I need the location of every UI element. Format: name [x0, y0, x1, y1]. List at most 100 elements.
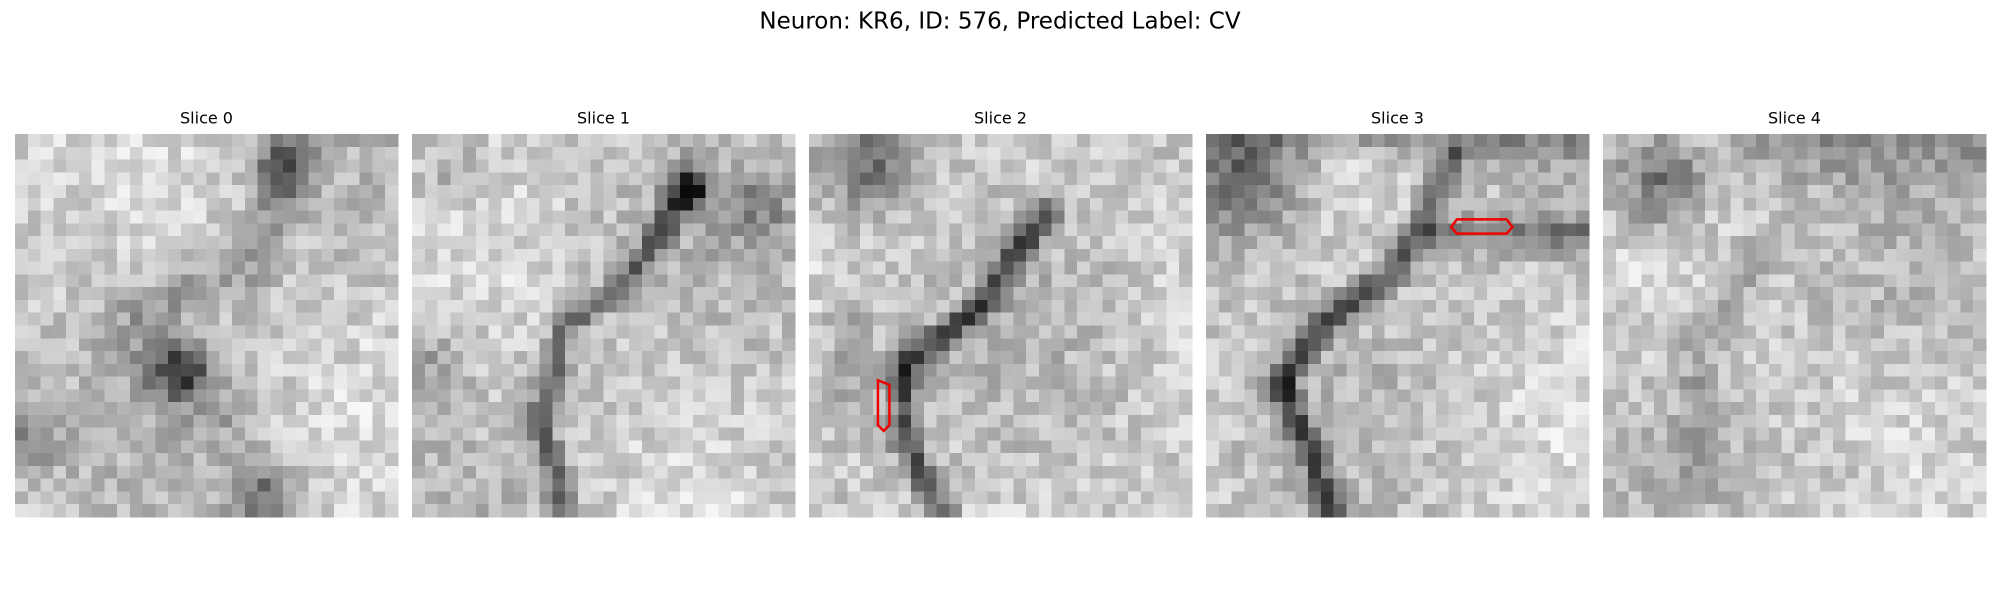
pixel: [1525, 414, 1539, 429]
pixel: [501, 299, 515, 314]
pixel: [463, 504, 477, 518]
pixel: [1371, 389, 1386, 403]
pixel: [1499, 274, 1513, 288]
pixel: [1384, 414, 1398, 429]
pixel: [129, 287, 144, 301]
pixel: [1717, 185, 1732, 199]
pixel: [1013, 414, 1027, 429]
pixel: [1537, 299, 1552, 314]
pixel: [232, 491, 246, 505]
pixel: [104, 185, 118, 199]
pixel: [1768, 351, 1783, 365]
pixel: [1820, 478, 1834, 492]
pixel: [193, 389, 207, 403]
pixel: [463, 453, 477, 467]
pixel: [1730, 414, 1744, 429]
pixel: [1384, 146, 1398, 161]
pixel: [1576, 223, 1590, 237]
pixel: [1705, 491, 1719, 505]
pixel: [1359, 134, 1373, 148]
pixel: [1282, 389, 1296, 403]
pixel: [705, 223, 719, 237]
pixel: [27, 427, 42, 441]
pixel: [1461, 325, 1475, 339]
pixel: [412, 389, 426, 403]
pixel: [911, 427, 925, 441]
pixel: [180, 261, 195, 275]
pixel: [1960, 248, 1974, 263]
pixel: [654, 248, 668, 263]
pixel: [872, 312, 887, 326]
pixel: [1807, 185, 1821, 199]
pixel: [450, 299, 464, 314]
pixel: [219, 363, 233, 378]
pixel: [1231, 210, 1245, 224]
pixel: [244, 363, 259, 378]
pixel: [1295, 414, 1309, 429]
pixel: [463, 172, 477, 186]
pixel: [590, 287, 604, 301]
pixel: [1666, 159, 1681, 173]
pixel: [1486, 414, 1501, 429]
pixel: [809, 172, 823, 186]
pixel: [1871, 146, 1885, 161]
pixel: [821, 185, 836, 199]
pixel: [1166, 427, 1180, 441]
pixel: [193, 287, 207, 301]
pixel: [155, 312, 169, 326]
pixel: [565, 414, 579, 429]
pixel: [1038, 389, 1053, 403]
pixel: [1794, 363, 1808, 378]
pixel: [680, 223, 694, 237]
pixel: [692, 351, 707, 365]
pixel: [1474, 465, 1488, 480]
pixel: [526, 236, 541, 250]
pixel: [1038, 261, 1053, 275]
pixel: [1909, 465, 1923, 480]
pixel: [641, 338, 656, 352]
pixel: [412, 338, 426, 352]
pixel: [923, 197, 938, 212]
pixel: [1628, 312, 1642, 326]
pixel: [193, 172, 207, 186]
pixel: [769, 210, 783, 224]
pixel: [1295, 223, 1309, 237]
pixel: [1563, 389, 1577, 403]
pixel: [372, 159, 386, 173]
pixel: [1410, 248, 1424, 263]
pixel: [1730, 287, 1744, 301]
pixel: [1512, 287, 1526, 301]
pixel: [1474, 312, 1488, 326]
pixel: [1654, 363, 1668, 378]
pixel: [1448, 185, 1462, 199]
pixel: [1064, 491, 1078, 505]
pixel: [1563, 236, 1577, 250]
pixel: [629, 172, 643, 186]
pixel: [936, 453, 950, 467]
pixel: [629, 197, 643, 212]
pixel: [1794, 248, 1808, 263]
pixel: [1909, 287, 1923, 301]
pixel: [616, 261, 630, 275]
pixel: [1717, 159, 1732, 173]
pixel: [1537, 146, 1552, 161]
pixel: [1666, 185, 1681, 199]
pixel: [1244, 312, 1258, 326]
pixel: [1448, 248, 1462, 263]
pixel: [514, 491, 528, 505]
pixel: [1013, 453, 1027, 467]
pixel: [1051, 134, 1065, 148]
pixel: [756, 414, 770, 429]
pixel: [1794, 491, 1808, 505]
pixel: [1654, 338, 1668, 352]
pixel: [680, 185, 694, 199]
pixel: [1269, 274, 1284, 288]
pixel: [321, 159, 335, 173]
pixel: [129, 172, 144, 186]
pixel: [346, 134, 361, 148]
pixel: [1179, 185, 1193, 199]
pixel: [834, 159, 848, 173]
pixel: [1346, 299, 1360, 314]
pixel: [1794, 159, 1808, 173]
pixel: [1858, 427, 1872, 441]
